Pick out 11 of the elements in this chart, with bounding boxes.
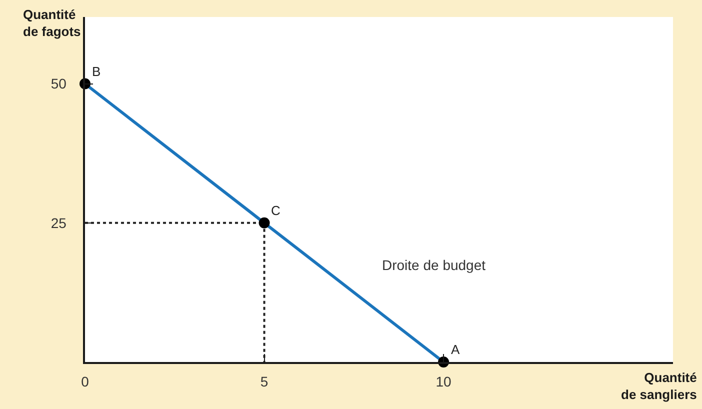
x-tick-label: 0 xyxy=(81,374,90,390)
y-tick-label: 50 xyxy=(50,76,67,92)
annotation: C xyxy=(271,203,280,218)
x-axis-title: Quantité de sangliers xyxy=(621,370,697,402)
x-tick-label: 5 xyxy=(260,374,268,390)
annotation: A xyxy=(451,342,460,357)
y-tick-label: 25 xyxy=(50,214,67,231)
y-axis-title: Quantité de fagots xyxy=(23,7,81,39)
text: Droite de budget xyxy=(382,257,486,273)
annotation: B xyxy=(92,64,101,79)
x-tick-label: 10 xyxy=(436,374,452,390)
